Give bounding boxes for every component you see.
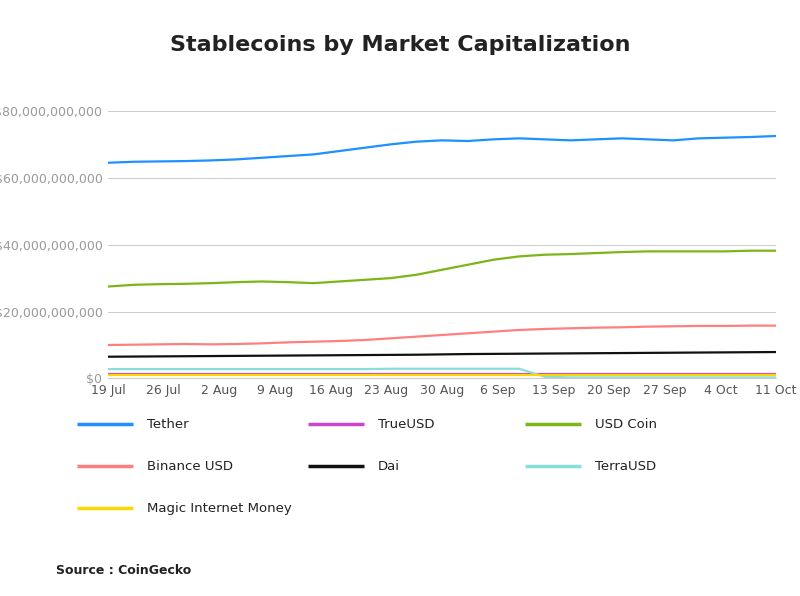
Text: TerraUSD: TerraUSD: [595, 460, 656, 473]
Text: Binance USD: Binance USD: [147, 460, 233, 473]
Text: Source : CoinGecko: Source : CoinGecko: [56, 564, 191, 578]
Text: Stablecoins by Market Capitalization: Stablecoins by Market Capitalization: [170, 35, 630, 55]
Text: Magic Internet Money: Magic Internet Money: [147, 502, 292, 515]
Text: TrueUSD: TrueUSD: [378, 418, 434, 431]
Text: USD Coin: USD Coin: [595, 418, 657, 431]
Text: Dai: Dai: [378, 460, 400, 473]
Text: Tether: Tether: [147, 418, 189, 431]
